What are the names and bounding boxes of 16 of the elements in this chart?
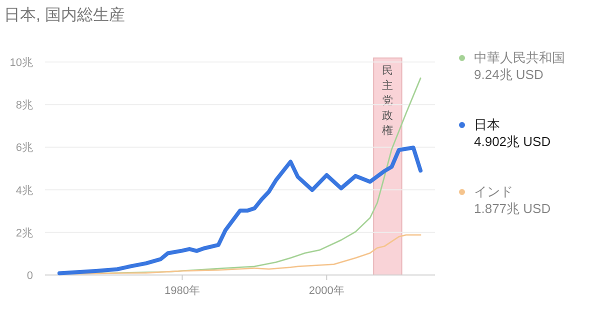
x-tick-label: 1980年 (164, 285, 200, 297)
text: 9.24兆 USD (474, 67, 544, 82)
y-tick-label: 4兆 (16, 184, 33, 197)
text: 4.902兆 USD (474, 134, 551, 149)
y-tick-label: 6兆 (16, 141, 33, 154)
y-tick-label: 0 (26, 270, 33, 282)
chart-title: 日本, 国内総生産 (4, 6, 125, 24)
y-tick-label: 8兆 (16, 98, 33, 112)
legend-label: インド (474, 184, 513, 199)
x-tick-label: 2000年 (308, 285, 344, 297)
y-tick-label: 10兆 (10, 56, 33, 69)
legend-label: 中華人民共和国 (474, 50, 565, 65)
legend-label: 日本 (474, 117, 500, 132)
text: 1.877兆 USD (474, 201, 551, 216)
line-series (57, 146, 423, 276)
y-tick-label: 2兆 (16, 226, 33, 240)
